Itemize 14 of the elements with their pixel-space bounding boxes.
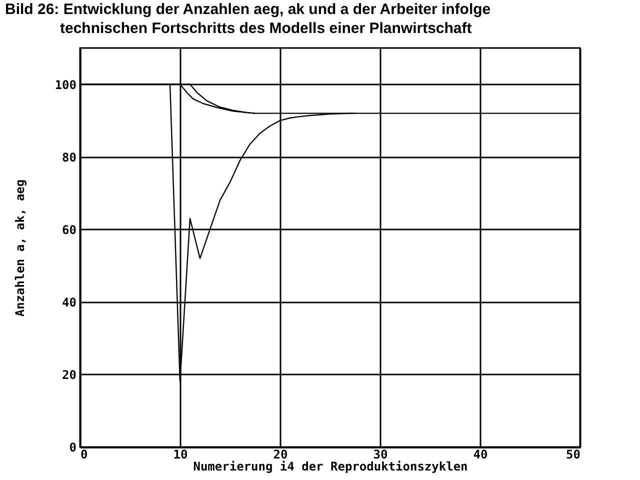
- x-tick-label: 0: [80, 448, 88, 462]
- x-tick-label: 30: [373, 448, 388, 462]
- y-tick-label: 100: [54, 78, 76, 92]
- y-tick-label: 80: [62, 150, 76, 164]
- x-tick-label: 10: [173, 448, 188, 462]
- y-axis-title: Anzahlen a, ak, aeg: [12, 179, 27, 317]
- chart-title: Bild 26: Entwicklung der Anzahlen aeg, ak und a der Arbeiter infolge technischen Fortschritts des Modells einer Planwirtschaft: [4, 0, 492, 38]
- x-tick-label: 40: [473, 448, 488, 462]
- y-tick-label: 40: [62, 295, 76, 310]
- x-axis-title: Numerierung i4 der Reproduktionszyklen: [193, 460, 468, 474]
- y-tick-label: 20: [62, 368, 76, 382]
- x-tick-label: 50: [566, 448, 580, 462]
- x-tick-label: 20: [273, 448, 288, 462]
- y-tick-label: 60: [62, 222, 76, 237]
